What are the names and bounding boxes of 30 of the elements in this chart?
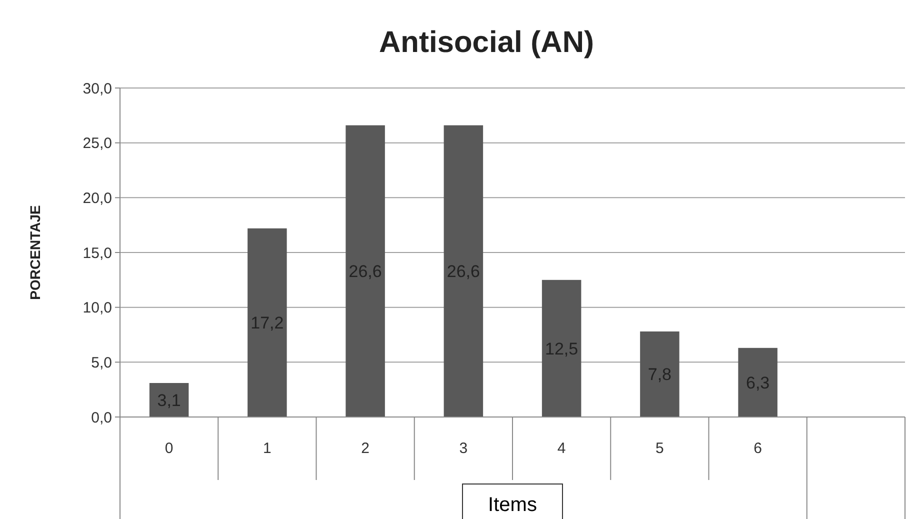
y-tick-label: 20,0 <box>82 190 112 207</box>
data-label: 12,5 <box>545 339 578 358</box>
data-label: 3,1 <box>157 390 181 410</box>
bar <box>346 125 385 417</box>
y-tick-label: 5,0 <box>91 354 112 372</box>
x-tick-label: 2 <box>361 440 370 457</box>
x-tick-label: 3 <box>459 440 468 457</box>
y-tick-label: 30,0 <box>82 80 112 98</box>
x-tick-label: 0 <box>164 440 174 457</box>
x-tick-label: 5 <box>656 440 664 457</box>
x-axis-title: Items <box>488 494 537 516</box>
x-tick-label: 6 <box>754 440 762 457</box>
y-tick-label: 0,0 <box>91 409 112 426</box>
bar <box>149 383 189 417</box>
bar <box>738 348 778 417</box>
data-label: 26,6 <box>348 262 382 282</box>
y-tick-label: 10,0 <box>82 300 112 317</box>
bar <box>444 125 484 417</box>
x-tick-label: 1 <box>263 440 272 457</box>
y-tick-label: 25,0 <box>82 135 112 152</box>
x-tick-label: 4 <box>557 440 566 457</box>
data-label: 17,2 <box>250 314 284 333</box>
chart-title: Antisocial (AN) <box>378 26 594 59</box>
data-label: 26,6 <box>446 262 480 282</box>
y-axis-title: PORCENTAJE <box>27 205 43 300</box>
data-label: 7,8 <box>648 365 672 384</box>
bar <box>640 331 680 417</box>
y-tick-label: 15,0 <box>82 244 112 262</box>
bar <box>542 280 582 417</box>
bar <box>248 228 287 417</box>
